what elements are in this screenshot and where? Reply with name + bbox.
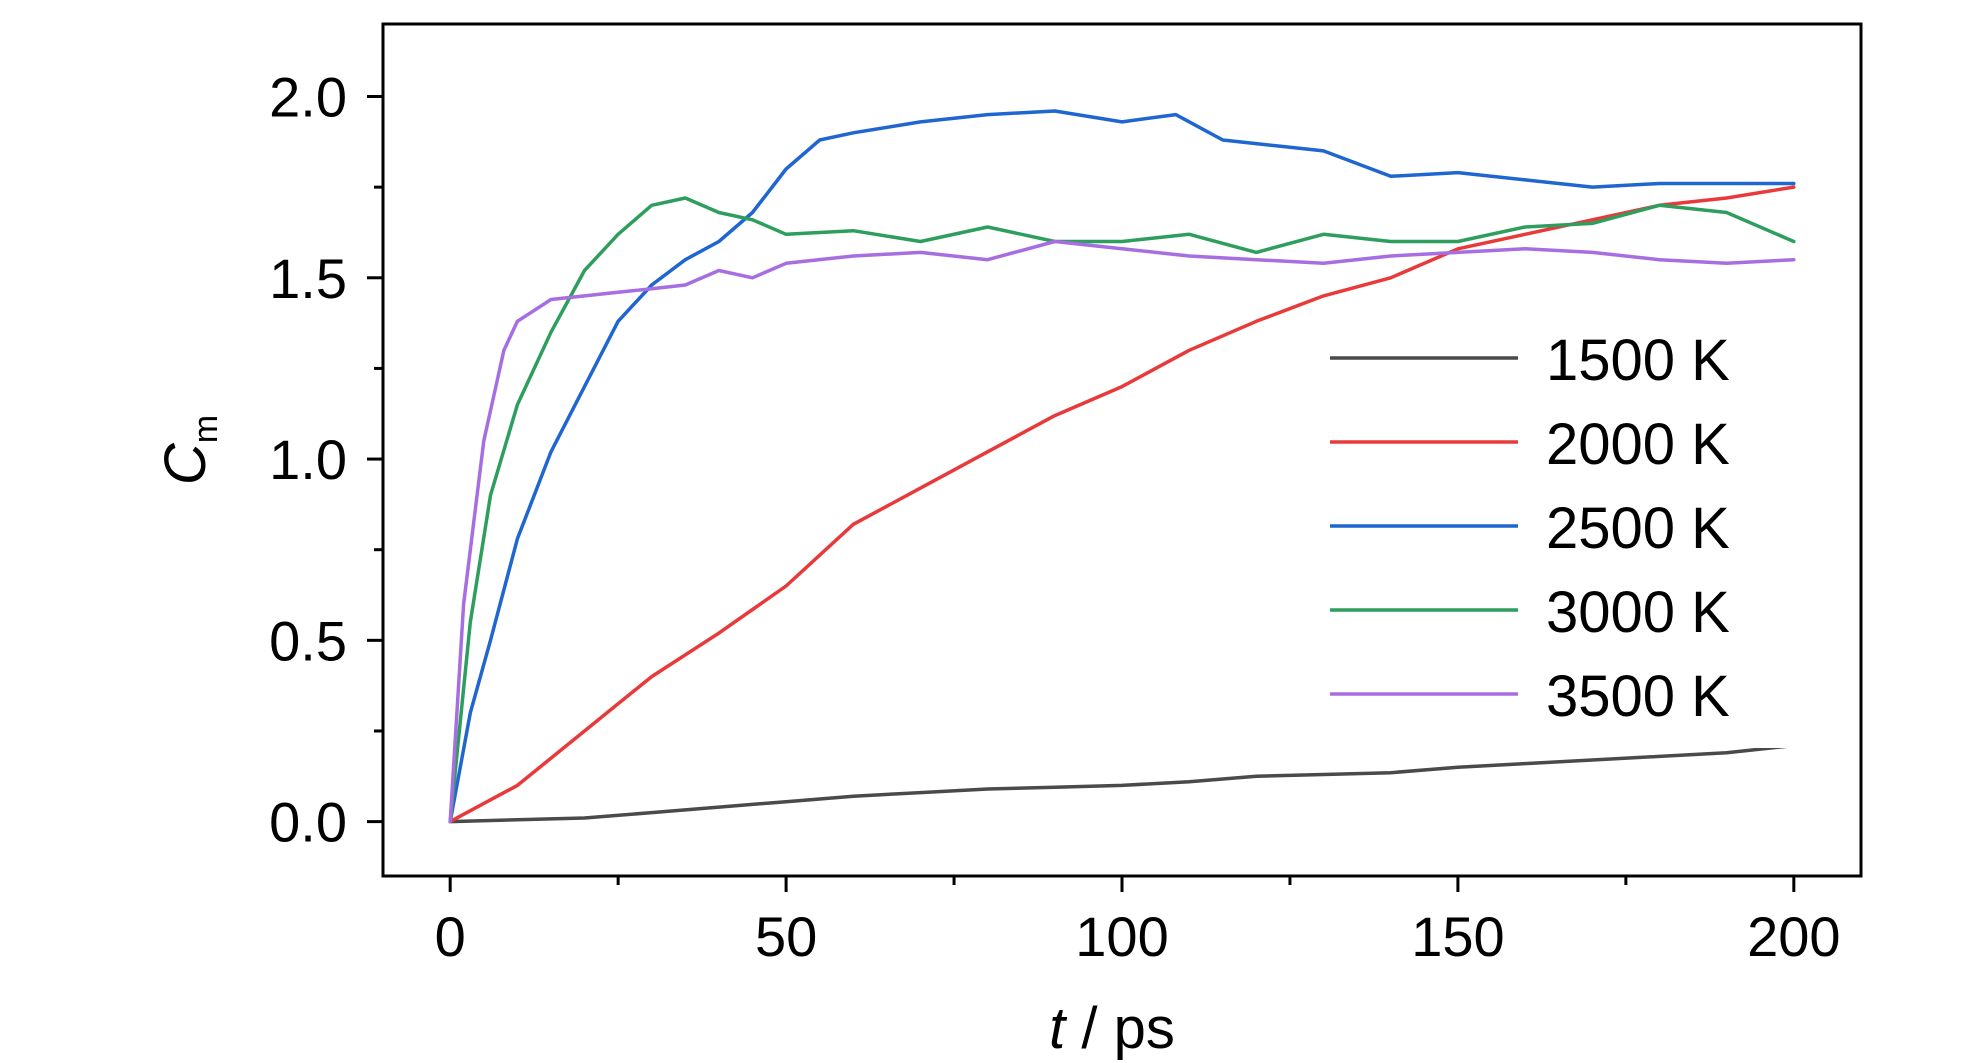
y-axis-title-sub: m bbox=[187, 415, 225, 443]
series-line bbox=[448, 109, 1796, 824]
legend-label: 2500 K bbox=[1546, 496, 1730, 561]
x-axis-title: t / ps bbox=[1049, 996, 1175, 1061]
y-tick-label: 2.0 bbox=[269, 66, 347, 129]
y-tick-label: 0.5 bbox=[269, 609, 347, 672]
legend-label: 1500 K bbox=[1546, 328, 1730, 393]
x-tick-label: 50 bbox=[755, 905, 817, 968]
x-axis: 0 50 100 150 200 bbox=[435, 876, 1841, 968]
y-tick-label: 1.0 bbox=[269, 428, 347, 491]
x-tick-label: 0 bbox=[435, 905, 466, 968]
series-line bbox=[448, 239, 1796, 824]
x-tick-label: 150 bbox=[1411, 905, 1504, 968]
legend-background bbox=[1312, 328, 1826, 748]
x-axis-title-rest: / ps bbox=[1065, 996, 1175, 1061]
y-axis-title-main: C bbox=[153, 442, 218, 485]
legend-label: 2000 K bbox=[1546, 412, 1730, 477]
series-line bbox=[448, 196, 1796, 824]
y-tick-label: 0.0 bbox=[269, 791, 347, 854]
series-layer bbox=[448, 109, 1796, 824]
legend: 1500 K 2000 K 2500 K 3000 K 3500 K bbox=[1312, 328, 1826, 748]
x-axis-title-italic: t bbox=[1049, 996, 1068, 1061]
legend-label: 3000 K bbox=[1546, 580, 1730, 645]
y-tick-label: 1.5 bbox=[269, 247, 347, 310]
legend-label: 3500 K bbox=[1546, 664, 1730, 729]
y-axis-title: Cm bbox=[153, 415, 225, 485]
y-axis: 0.0 0.5 1.0 1.5 2.0 bbox=[269, 66, 383, 854]
x-tick-label: 100 bbox=[1075, 905, 1168, 968]
x-tick-label: 200 bbox=[1747, 905, 1840, 968]
series-line bbox=[448, 743, 1796, 824]
